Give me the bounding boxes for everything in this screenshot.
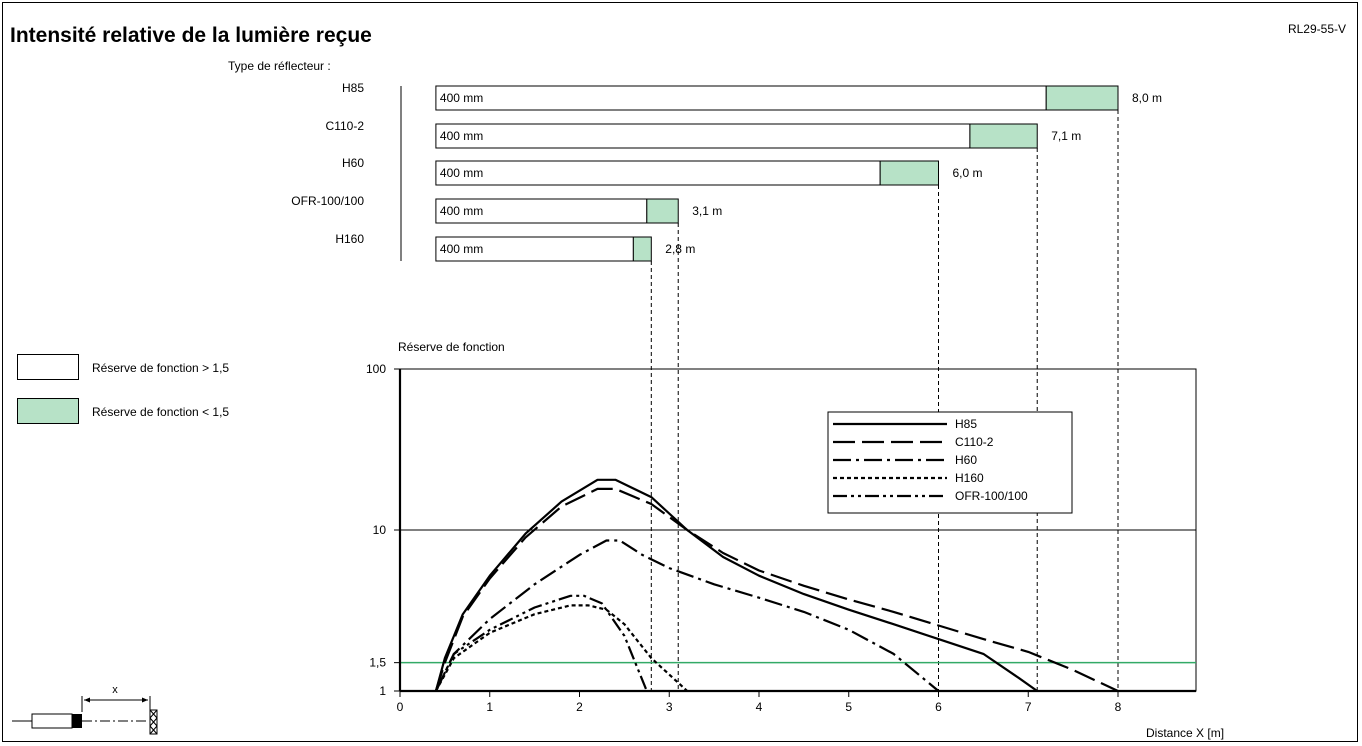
bar-segment-high xyxy=(435,160,881,186)
legend-label: C110-2 xyxy=(955,435,994,449)
x-tick-label: 8 xyxy=(1115,700,1122,714)
x-tick-label: 2 xyxy=(576,700,583,714)
bar-end-label: 7,1 m xyxy=(1051,129,1081,143)
series-line-3 xyxy=(434,604,688,692)
range-bars: H85 400 mm 8,0 m C110-2 400 mm 7,1 m H60 400 mm… xyxy=(291,81,1162,691)
sensor-distance-icon: x xyxy=(12,684,158,735)
legend-label: H160 xyxy=(955,471,984,485)
bar-segment-high xyxy=(435,236,634,262)
x-tick-label: 7 xyxy=(1025,700,1032,714)
bar-end-label: 8,0 m xyxy=(1132,91,1162,105)
bar-segment-high xyxy=(435,123,971,149)
bar-segment-high xyxy=(435,85,1047,111)
bar-name: OFR-100/100 xyxy=(291,194,364,208)
bar-segment-low xyxy=(969,123,1038,149)
bar-name: C110-2 xyxy=(326,119,365,133)
series-line-2 xyxy=(434,539,940,692)
svg-text:x: x xyxy=(112,684,118,696)
legend-label: H85 xyxy=(955,417,977,431)
x-tick-label: 5 xyxy=(845,700,852,714)
figure-code: RL29-55-V xyxy=(1287,22,1346,36)
x-axis-label: Distance X [m] xyxy=(1146,726,1225,740)
legend-text-low: Réserve de fonction < 1,5 xyxy=(92,405,230,419)
legend-label: OFR-100/100 xyxy=(955,489,1028,503)
bar-inner-label: 400 mm xyxy=(440,91,483,105)
legend-label: H60 xyxy=(955,453,977,467)
x-tick-label: 6 xyxy=(935,700,942,714)
x-tick-label: 4 xyxy=(756,700,763,714)
x-tick-label: 3 xyxy=(666,700,673,714)
bar-segment-high xyxy=(435,198,648,224)
x-tick-label: 1 xyxy=(486,700,493,714)
bar-name: H60 xyxy=(342,156,364,170)
y-tick-label: 10 xyxy=(373,523,387,537)
bar-segment-low xyxy=(646,198,679,224)
y-tick-label: 1 xyxy=(379,684,386,698)
page-title: Intensité relative de la lumière reçue xyxy=(10,24,372,47)
bar-inner-label: 400 mm xyxy=(440,204,483,218)
bar-segment-low xyxy=(632,236,652,262)
bar-name: H160 xyxy=(335,232,364,246)
y-axis-label: Réserve de fonction xyxy=(398,340,505,354)
bar-segment-low xyxy=(879,160,939,186)
legend-frame xyxy=(827,411,1073,514)
bar-name: H85 xyxy=(342,81,364,95)
bar-end-label: 6,0 m xyxy=(953,166,983,180)
legend-text-high: Réserve de fonction > 1,5 xyxy=(92,361,230,375)
bar-end-label: 3,1 m xyxy=(692,204,722,218)
series-line-1 xyxy=(434,487,1119,692)
bar-inner-label: 400 mm xyxy=(440,166,483,180)
reflector-type-label: Type de réflecteur : xyxy=(228,59,331,73)
series-line-4 xyxy=(434,594,648,692)
bar-segment-low xyxy=(1045,85,1119,111)
y-tick-label: 100 xyxy=(366,362,386,376)
bar-inner-label: 400 mm xyxy=(440,129,483,143)
chart-legend: H85 C110-2 H60 H160 OFR-100/100 xyxy=(827,411,1073,514)
legend-box-high xyxy=(17,354,79,380)
bar-inner-label: 400 mm xyxy=(440,242,483,256)
x-tick-label: 0 xyxy=(397,700,404,714)
legend-box-low xyxy=(17,398,79,424)
y-tick-label: 1,5 xyxy=(369,656,386,670)
bar-end-label: 2,8 m xyxy=(665,242,695,256)
